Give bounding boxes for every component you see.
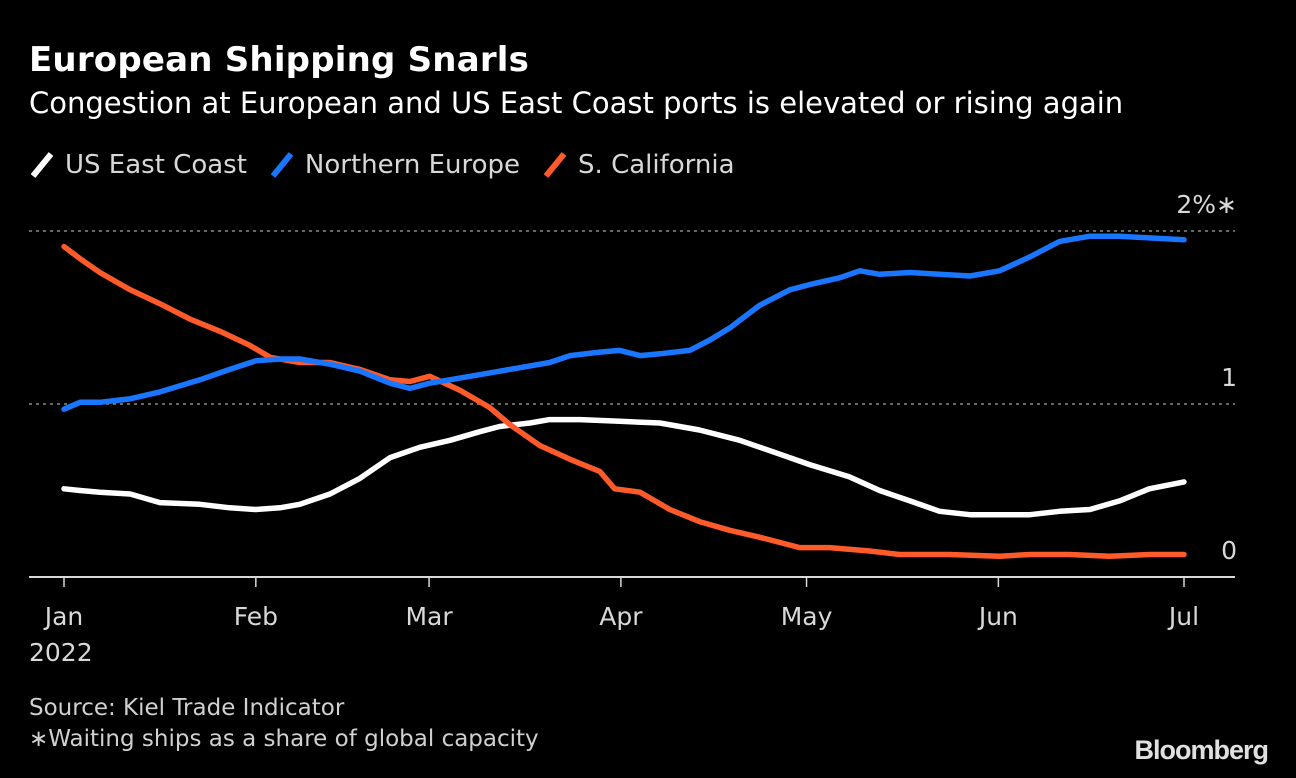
footnote: ∗Waiting ships as a share of global capa… [29, 726, 539, 752]
legend-swatch-northern-europe [270, 152, 294, 178]
legend-item-northern-europe: Northern Europe [269, 150, 520, 180]
source-note: Source: Kiel Trade Indicator [29, 695, 345, 721]
legend-swatch-s-california [543, 152, 567, 178]
legend-label: S. California [578, 150, 735, 180]
legend: US East Coast Northern Europe S. Califor… [29, 150, 757, 180]
legend-swatch-us-east-coast [30, 152, 54, 178]
x-tick-label: Mar [405, 602, 453, 631]
legend-label: Northern Europe [304, 150, 521, 180]
series-lines [61, 233, 1187, 559]
series-line-s-california [61, 243, 1187, 559]
x-tick-label: Jul [1167, 602, 1199, 631]
x-tick-label: Jun [977, 602, 1018, 631]
series-line-us-east-coast [61, 416, 1187, 518]
y-tick-label: 2%∗ [1176, 190, 1237, 219]
chart-subtitle: Congestion at European and US East Coast… [29, 86, 1124, 120]
series-line-northern-europe [61, 233, 1187, 412]
y-tick-label: 1 [1221, 363, 1237, 392]
x-tick-label: Apr [599, 602, 643, 631]
legend-item-s-california: S. California [542, 150, 735, 180]
x-tick-label: May [781, 602, 833, 631]
bloomberg-logo: Bloomberg [1134, 735, 1269, 765]
tick-labels: 0 1 2%∗ Jan 2022 Feb Mar Apr May Jun Jul [29, 190, 1237, 667]
axes [29, 576, 1235, 587]
x-tick-label: Feb [234, 602, 278, 631]
gridlines [29, 230, 1235, 405]
y-tick-label: 0 [1221, 536, 1237, 565]
legend-label: US East Coast [65, 150, 247, 180]
x-tick-year-label: 2022 [29, 638, 93, 667]
legend-item-us-east-coast: US East Coast [29, 150, 247, 180]
x-tick-label: Jan [43, 602, 84, 631]
chart-title: European Shipping Snarls [29, 40, 530, 80]
